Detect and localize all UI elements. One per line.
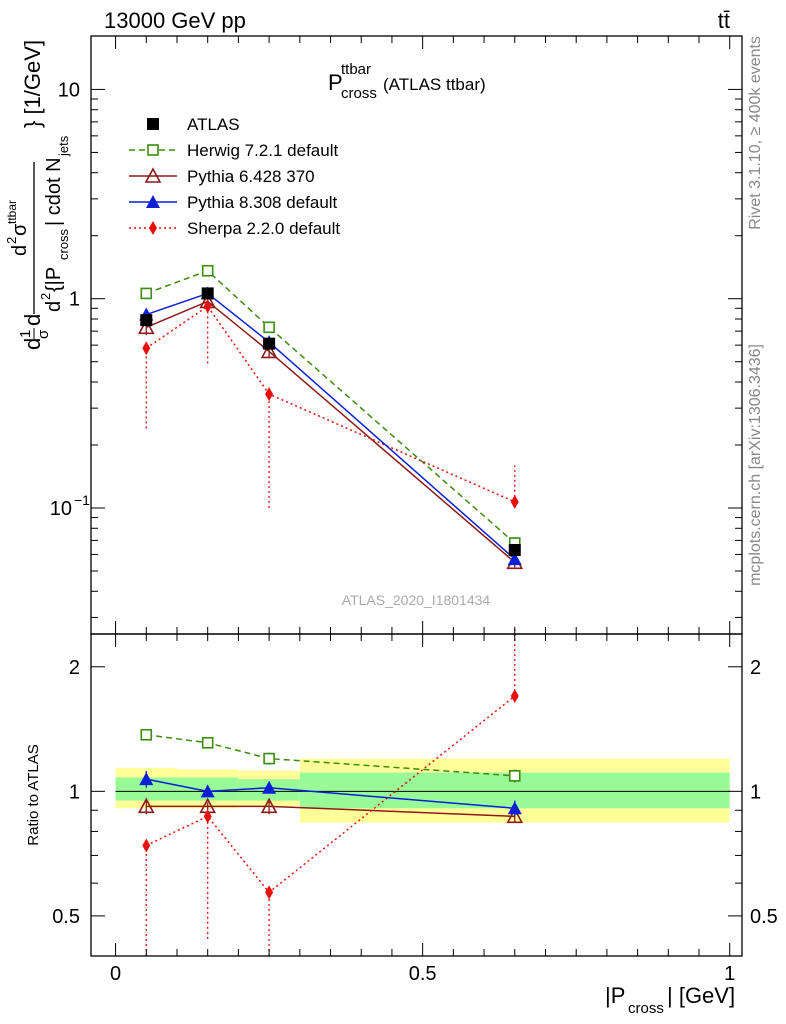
- ratio-sherpa-point: [265, 885, 274, 900]
- svg-text:ttbar: ttbar: [5, 200, 19, 224]
- svg-text:cross: cross: [56, 228, 71, 260]
- rivet-label: Rivet 3.1.10, ≥ 400k events: [747, 36, 764, 230]
- ratio-y-tick-label: 0.5: [52, 906, 80, 928]
- main-atlas-point: [508, 543, 521, 556]
- ratio-herwig-point: [263, 752, 275, 765]
- ratio-pythia8-point: [139, 772, 154, 786]
- ratio-pythia6-line: [146, 805, 515, 818]
- ratio-sherpa-line: [145, 695, 516, 894]
- ratio-pythia8-point: [200, 784, 215, 798]
- mcplots-label: mcplots.cern.ch [arXiv:1306.3436]: [747, 344, 764, 586]
- svg-text:} [1/GeV]: } [1/GeV]: [20, 40, 45, 128]
- ratio-ylabel: Ratio to ATLAS: [25, 744, 42, 845]
- main-sherpa-point: [510, 494, 519, 509]
- svg-text:d: d: [9, 245, 31, 256]
- main-series: [137, 264, 524, 570]
- ratio-frame: [90, 633, 743, 957]
- ratio-y-tick-label: 1: [69, 781, 80, 803]
- ratio-pythia6-point: [506, 807, 524, 824]
- ratio-pythia6-point: [137, 797, 155, 814]
- ratio-herwig-point: [140, 728, 153, 741]
- ratio-herwig-point: [201, 737, 214, 749]
- main-ylabel: d 1 σ d d 2 σ ttbar d 2 {|P cross | cdot…: [4, 40, 71, 350]
- legend-atlas-label: ATLAS: [187, 115, 240, 134]
- title-suffix: (ATLAS ttbar): [383, 75, 486, 94]
- legend-herwig-marker: [147, 144, 159, 156]
- ratio-herwig-point: [508, 770, 521, 782]
- ratio-series: [137, 626, 524, 956]
- main-herwig-point: [140, 287, 153, 300]
- legend-herwig-label: Herwig 7.2.1 default: [187, 141, 338, 160]
- svg-text:2: 2: [4, 237, 19, 244]
- legend-pythia8-label: Pythia 8.308 default: [187, 193, 338, 212]
- main-y-tick-label: 1: [69, 289, 80, 311]
- svg-text:σ: σ: [9, 223, 31, 236]
- legend-sherpa-label: Sherpa 2.2.0 default: [187, 219, 340, 238]
- svg-text:d: d: [43, 301, 65, 312]
- legend-pythia6-label: Pythia 6.428 370: [187, 167, 315, 186]
- main-herwig-point: [201, 264, 214, 277]
- legend: ATLAS Herwig 7.2.1 default Pythia 6.428 37…: [129, 115, 340, 238]
- svg-text:jets: jets: [56, 135, 71, 157]
- main-sherpa-line: [145, 305, 516, 503]
- main-sherpa-point: [142, 341, 151, 356]
- main-atlas-point: [140, 314, 153, 327]
- main-sherpa-point: [203, 299, 212, 314]
- main-y-tick-label: 10: [58, 79, 80, 101]
- legend-pythia6-marker: [144, 167, 162, 183]
- x-axis-label: |P cross | [GeV]: [605, 983, 735, 1017]
- main-pythia6-point: [260, 342, 278, 359]
- ratio-pythia8-line: [146, 778, 515, 810]
- ratio-band-inner: [115, 777, 177, 801]
- main-pythia8-point: [507, 552, 522, 566]
- svg-text:1: 1: [17, 330, 34, 338]
- ratio-sherpa-point: [142, 838, 151, 853]
- energy-label: 13000 GeV pp: [104, 8, 246, 33]
- ratio-y-tick-label-right: 0.5: [750, 906, 778, 928]
- svg-text:| cdot N: | cdot N: [43, 157, 65, 226]
- main-atlas-point: [201, 287, 214, 300]
- main-pythia6-line: [145, 300, 516, 563]
- legend-sherpa-marker: [149, 221, 157, 235]
- main-pythia6-point: [137, 318, 155, 335]
- x-tick-label: 0.5: [409, 963, 437, 985]
- ratio-pythia8-point: [507, 801, 522, 815]
- ratio-sherpa-point: [203, 809, 212, 824]
- ratio-pythia8-point: [262, 780, 277, 794]
- svg-text:σ: σ: [35, 329, 52, 339]
- svg-text:| [GeV]: | [GeV]: [667, 983, 735, 1008]
- main-atlas-point: [263, 337, 276, 350]
- title-sup: ttbar: [341, 61, 371, 78]
- svg-text:cross: cross: [628, 1000, 664, 1017]
- plot-title: P ttbar cross (ATLAS ttbar): [328, 61, 486, 102]
- main-pythia8-line: [146, 292, 516, 560]
- ratio-y-tick-label: 2: [69, 657, 80, 679]
- main-sherpa-point: [265, 387, 274, 402]
- svg-text:{|P: {|P: [43, 267, 65, 292]
- title-main: P: [328, 70, 343, 95]
- x-tick-label: 1: [724, 963, 735, 985]
- process-label: tt̄: [718, 8, 730, 33]
- ratio-herwig-line: [146, 734, 515, 777]
- svg-text:2: 2: [38, 293, 53, 300]
- main-y-tick-label: 10: [50, 498, 72, 520]
- ratio-y-tick-label-right: 2: [750, 657, 761, 679]
- ratio-y-tick-label-right: 1: [750, 781, 761, 803]
- svg-text:d: d: [20, 314, 45, 326]
- svg-text:|P: |P: [605, 983, 625, 1008]
- ratio-pythia6-point: [260, 797, 278, 814]
- title-sub: cross: [341, 85, 377, 102]
- legend-pythia8-marker: [146, 195, 160, 208]
- ratio-sherpa-point: [510, 688, 519, 703]
- analysis-id: ATLAS_2020_I1801434: [342, 592, 491, 608]
- x-tick-label: 0: [110, 963, 121, 985]
- main-herwig-point: [263, 321, 275, 334]
- legend-atlas-marker: [147, 118, 159, 130]
- main-y-tick-label-exponent: −1: [74, 492, 90, 508]
- main-herwig-line: [146, 269, 516, 544]
- svg-text:d: d: [20, 338, 45, 350]
